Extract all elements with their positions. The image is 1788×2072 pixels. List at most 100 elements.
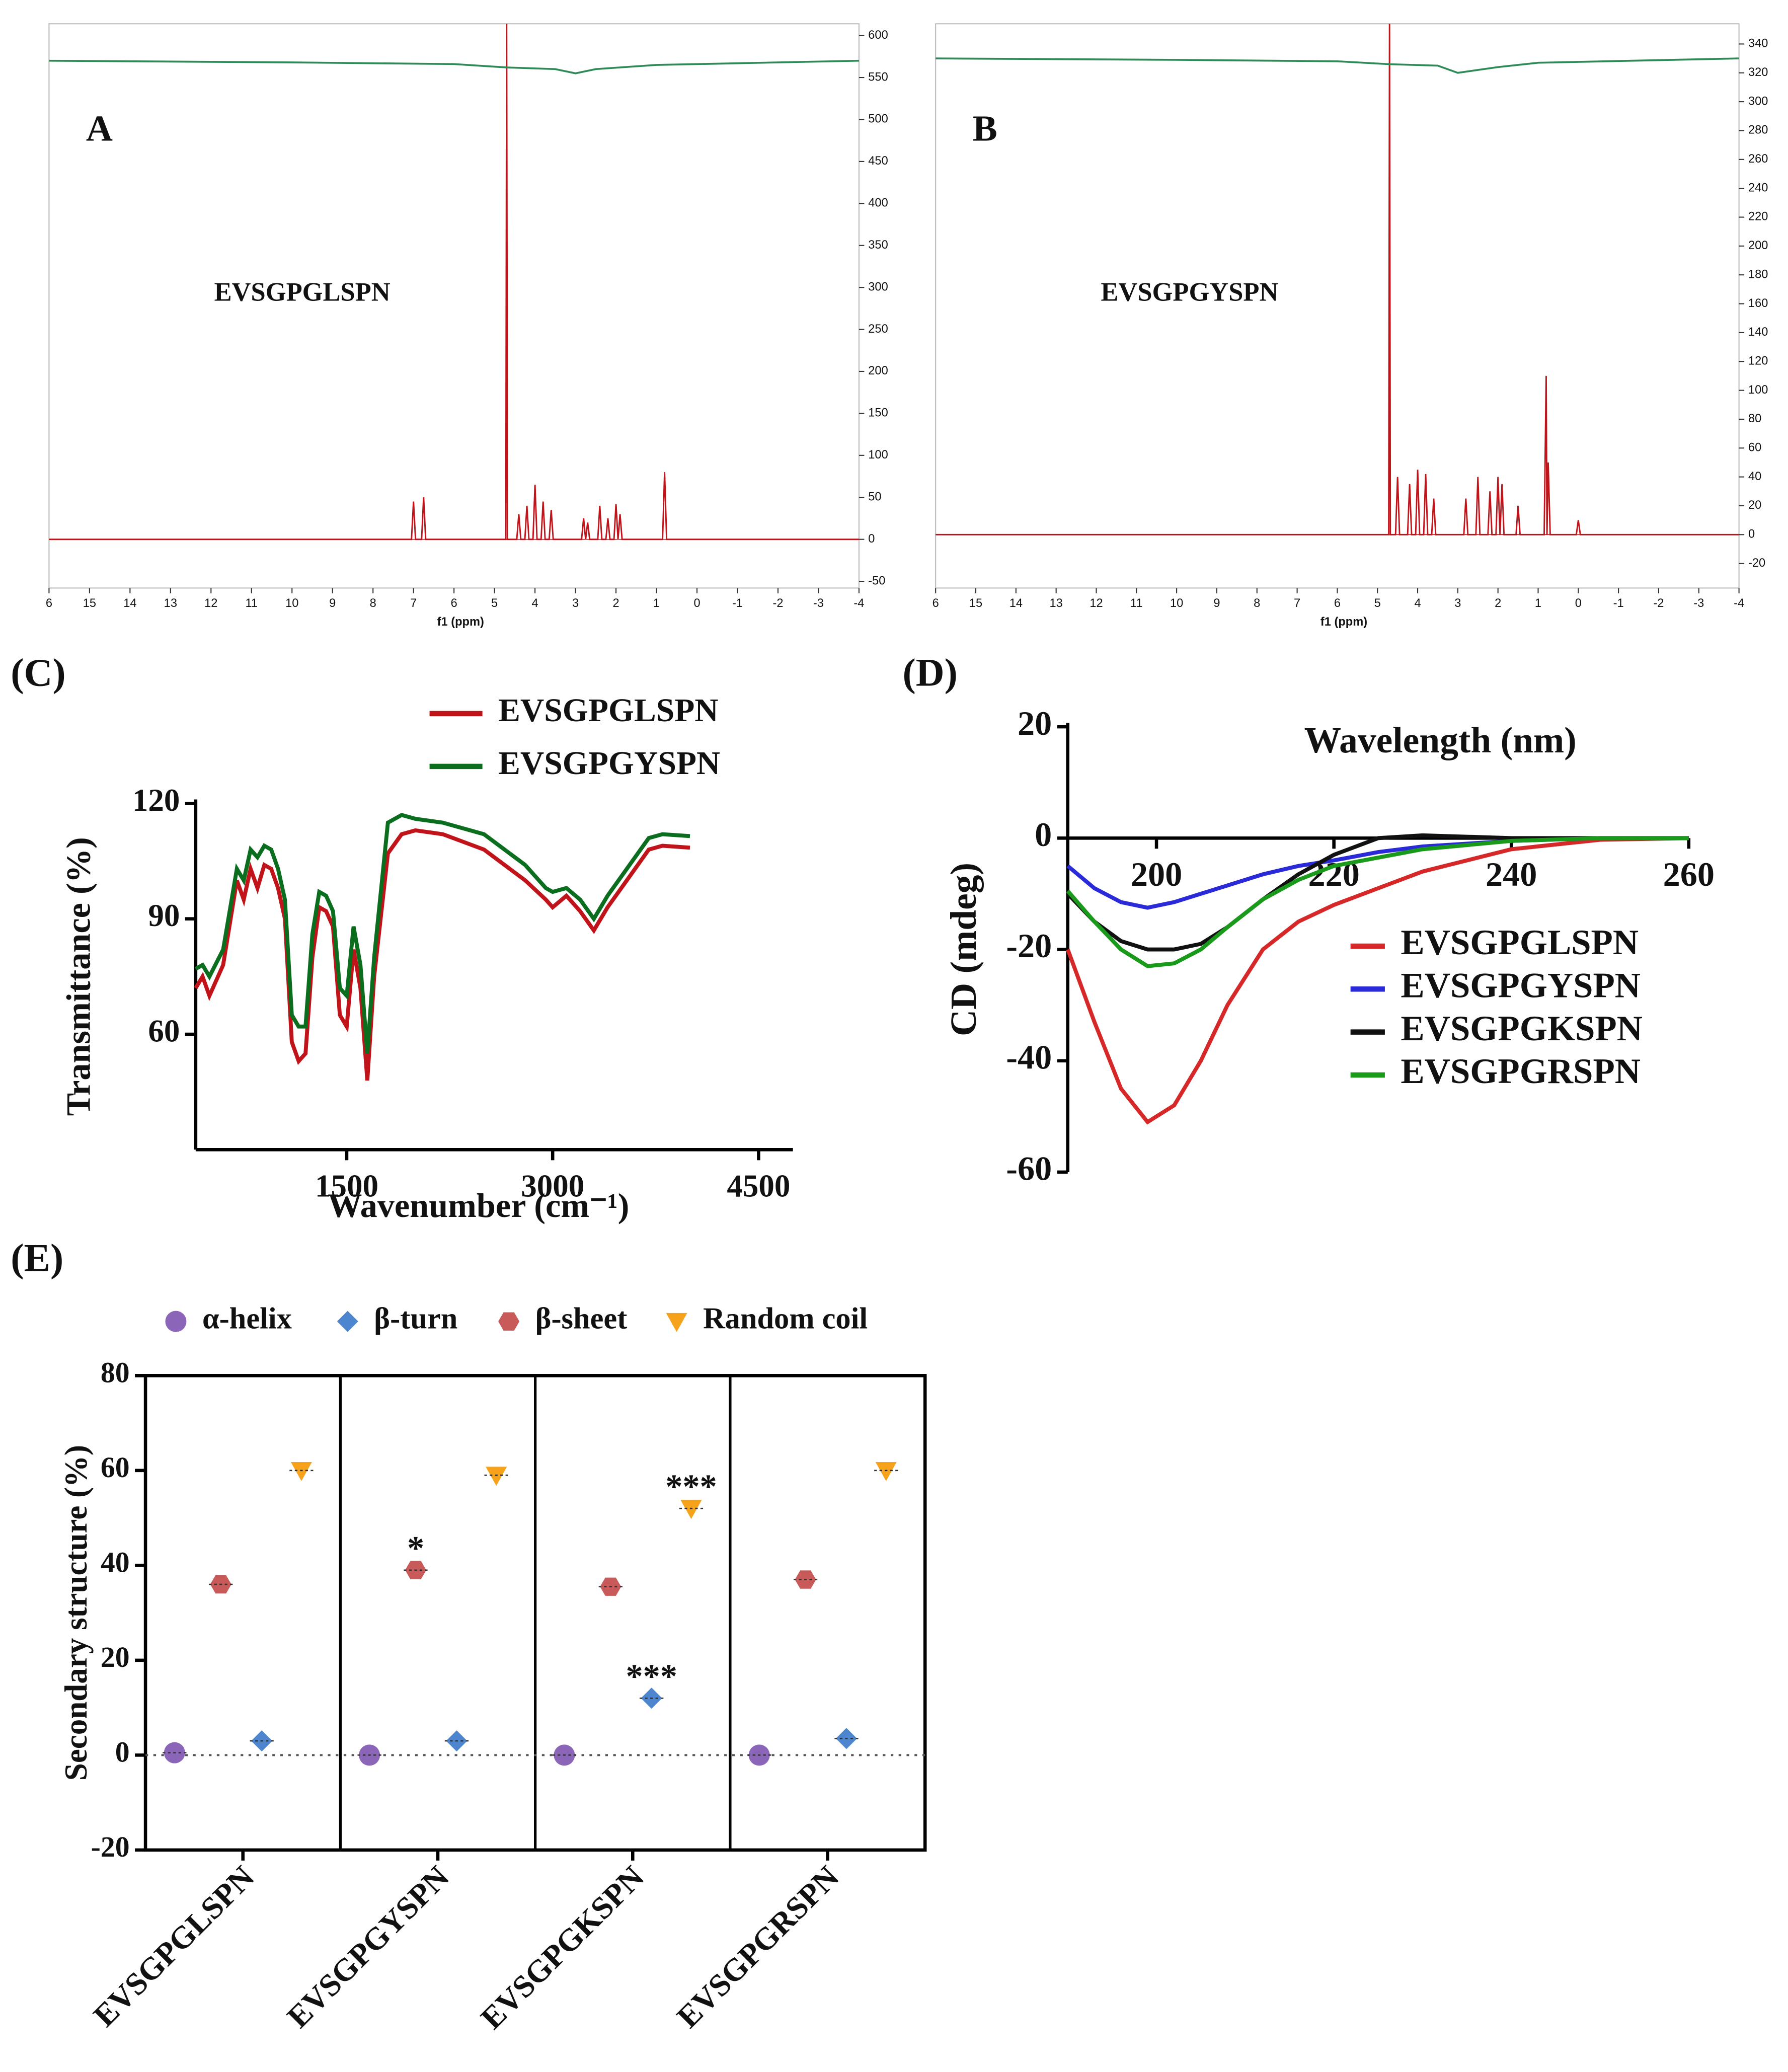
legend-label: EVSGPGLSPN	[498, 693, 719, 729]
y-tick-label: 40	[1748, 470, 1761, 483]
x-tick-label: -2	[1653, 597, 1664, 610]
x-tick-label: 4500	[727, 1169, 790, 1204]
compound-name: EVSGPGYSPN	[1101, 278, 1278, 307]
spectrum-line	[936, 24, 1739, 535]
legend-label: EVSGPGKSPN	[1401, 1009, 1642, 1048]
y-tick-label: 300	[868, 280, 888, 293]
y-tick-label: 180	[1748, 268, 1768, 281]
x-tick-label: 7	[1294, 597, 1300, 610]
x-tick-label: 6	[46, 597, 52, 610]
y-tick-label: 60	[148, 1013, 180, 1048]
y-tick-label: 90	[148, 898, 180, 933]
y-tick-label: 200	[868, 364, 888, 377]
x-tick-label: 1	[1535, 597, 1541, 610]
data-line	[194, 813, 690, 1054]
x-tick-label: EVSGPGYSPN	[280, 1859, 456, 2035]
y-tick-label: 250	[868, 323, 888, 336]
y-tick-label: 40	[101, 1547, 130, 1579]
y-tick-label: 20	[101, 1642, 130, 1673]
x-tick-label: 1500	[315, 1169, 378, 1204]
legend-label: EVSGPGLSPN	[1401, 923, 1639, 962]
x-tick-label: 2	[612, 597, 619, 610]
legend-marker	[666, 1313, 687, 1332]
x-tick-label: 14	[1009, 597, 1023, 610]
plot-frame	[935, 23, 1740, 589]
x-tick-label: -1	[1613, 597, 1624, 610]
compound-name: EVSGPGLSPN	[214, 278, 391, 307]
x-tick-label: 9	[329, 597, 336, 610]
y-tick-label: -50	[868, 574, 885, 587]
x-tick-label: 0	[1575, 597, 1582, 610]
y-tick-label: 160	[1748, 297, 1768, 310]
y-tick-label: 0	[1035, 815, 1052, 854]
legend-label: α-helix	[202, 1301, 292, 1335]
annotation: *	[407, 1529, 424, 1567]
y-tick-label: 150	[868, 407, 888, 420]
x-tick-label: EVSGPGLSPN	[87, 1859, 261, 2034]
x-tick-label: 13	[1050, 597, 1063, 610]
y-tick-label: 400	[868, 197, 888, 210]
panel-label: A	[86, 107, 113, 148]
y-tick-label: -20	[1748, 557, 1765, 570]
x-tick-label: 8	[1254, 597, 1260, 610]
annotation: ***	[665, 1467, 717, 1505]
data-line	[1066, 836, 1689, 1125]
y-tick-label: 50	[868, 490, 881, 503]
x-axis-label: f1 (ppm)	[437, 616, 484, 629]
x-tick-label: 0	[693, 597, 700, 610]
x-tick-label: 6	[1334, 597, 1341, 610]
x-tick-label: 8	[370, 597, 376, 610]
x-tick-label: -3	[1693, 597, 1704, 610]
x-tick-label: 3	[1454, 597, 1461, 610]
x-tick-label: 2	[1495, 597, 1501, 610]
legend-marker	[165, 1311, 187, 1332]
y-tick-label: 20	[1018, 704, 1052, 742]
x-tick-label: 9	[1213, 597, 1220, 610]
x-tick-label: -3	[813, 597, 824, 610]
legend-marker	[337, 1311, 358, 1332]
y-axis-label: Transmittance (%)	[59, 837, 98, 1116]
x-tick-label: 4	[1414, 597, 1421, 610]
y-tick-label: 450	[868, 155, 888, 168]
y-tick-label: 80	[101, 1357, 130, 1389]
x-axis-label: Wavelength (nm)	[1304, 719, 1577, 760]
x-tick-label: 15	[83, 597, 96, 610]
legend-label: Random coil	[703, 1301, 868, 1335]
x-tick-label: 1	[653, 597, 660, 610]
data-line	[194, 828, 690, 1081]
y-tick-label: 240	[1748, 181, 1768, 194]
x-tick-label: 14	[123, 597, 136, 610]
x-tick-label: -4	[853, 597, 864, 610]
legend-label: EVSGPGYSPN	[1401, 966, 1641, 1006]
x-tick-label: 3000	[521, 1169, 584, 1204]
y-tick-label: 350	[868, 239, 888, 252]
x-tick-label: 12	[204, 597, 217, 610]
y-tick-label: 500	[868, 113, 888, 126]
y-tick-label: 0	[115, 1737, 130, 1769]
y-tick-label: 340	[1748, 37, 1768, 50]
y-tick-label: -40	[1006, 1038, 1052, 1076]
panel-label: (E)	[11, 1237, 63, 1280]
x-tick-label: 5	[491, 597, 498, 610]
x-tick-label: -2	[772, 597, 783, 610]
x-tick-label: 13	[164, 597, 177, 610]
x-tick-label: 12	[1090, 597, 1103, 610]
y-tick-label: -20	[1006, 927, 1052, 965]
data-point	[290, 1462, 312, 1481]
x-axis-label: f1 (ppm)	[1320, 616, 1367, 629]
x-tick-label: 10	[285, 597, 298, 610]
x-tick-label: 11	[1130, 597, 1143, 610]
y-tick-label: 300	[1748, 95, 1768, 108]
legend-label: β-turn	[374, 1301, 457, 1335]
x-tick-label: EVSGPGRSPN	[670, 1859, 845, 2035]
x-tick-label: -4	[1734, 597, 1744, 610]
y-tick-label: 220	[1748, 210, 1768, 223]
y-tick-label: 0	[868, 532, 875, 546]
y-tick-label: 120	[1748, 354, 1768, 367]
legend-label: EVSGPGRSPN	[1401, 1052, 1641, 1091]
y-tick-label: 0	[1748, 528, 1755, 541]
spectrum-line	[49, 24, 859, 541]
data-point	[875, 1462, 897, 1481]
y-tick-label: 20	[1748, 499, 1761, 512]
